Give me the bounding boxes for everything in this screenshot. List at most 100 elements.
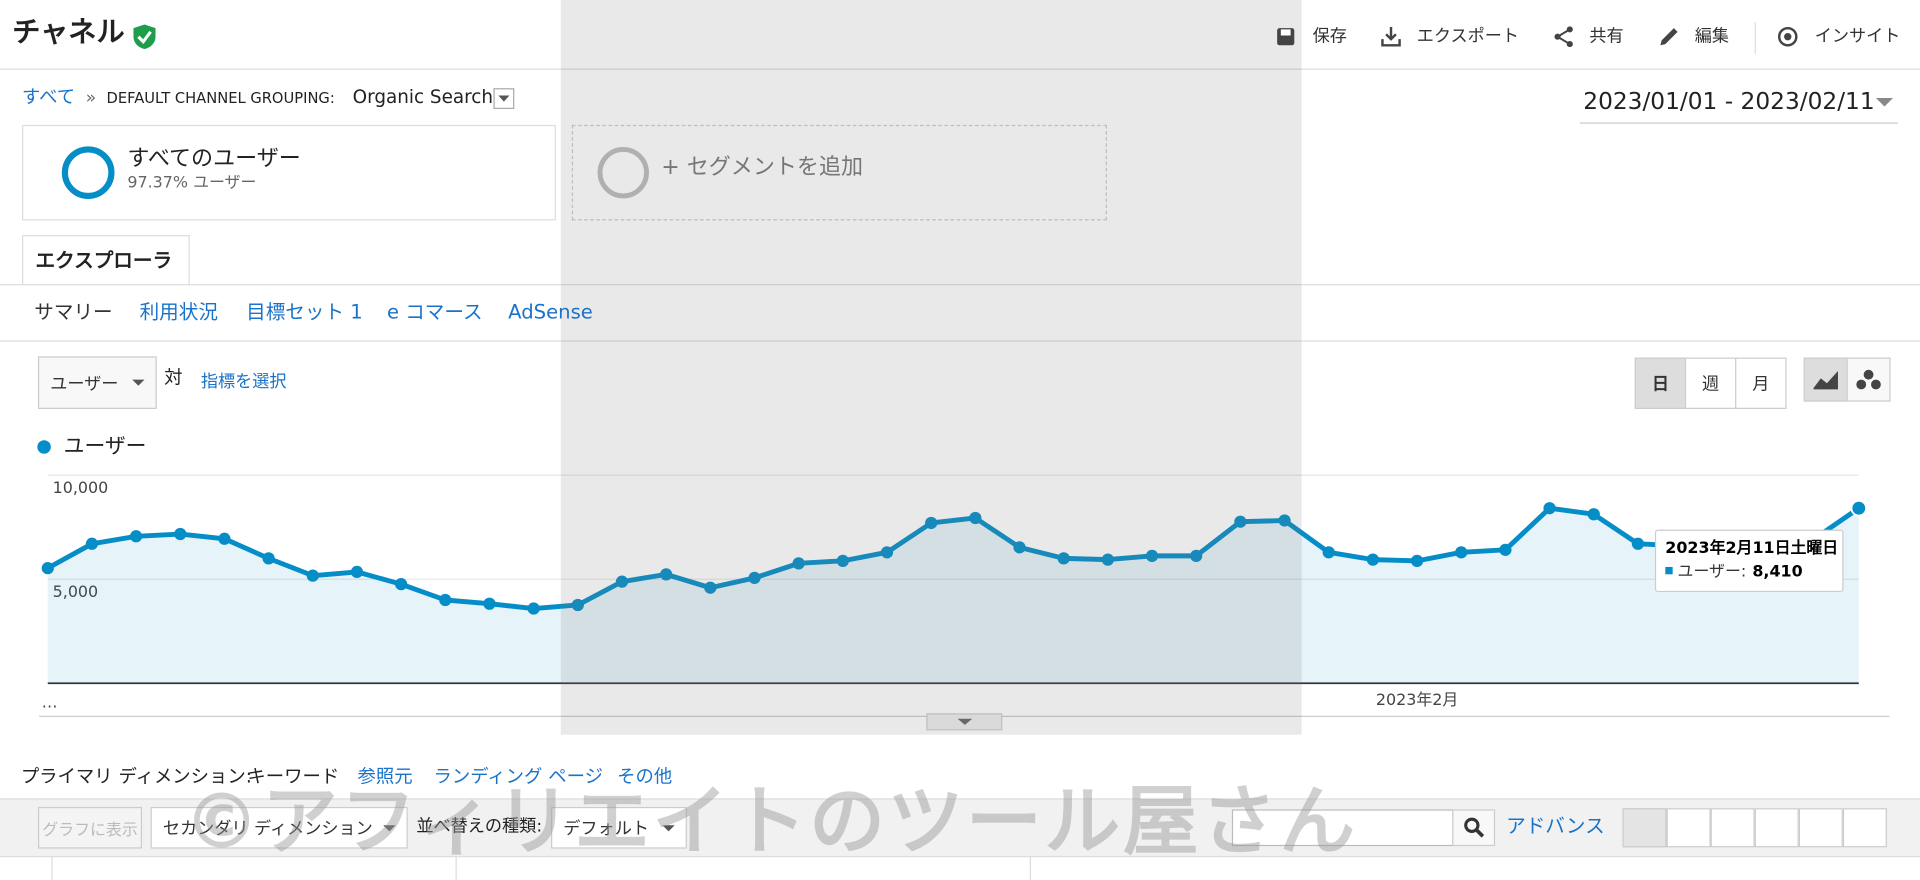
point xyxy=(1190,549,1203,562)
subtab[interactable]: AdSense xyxy=(508,300,593,324)
add-ring xyxy=(597,146,649,199)
dimension-option[interactable]: 参照元 xyxy=(357,765,413,788)
tooltip-date: 2023年2月11日土曜日 xyxy=(1665,538,1838,557)
divider xyxy=(0,284,1920,286)
point xyxy=(41,562,54,575)
icon xyxy=(1813,371,1838,390)
granularity-button[interactable]: 日 xyxy=(1634,357,1687,409)
legend-marker xyxy=(37,440,51,454)
y-tick-label: 10,000 xyxy=(53,478,109,497)
point xyxy=(1455,546,1468,559)
point xyxy=(1543,502,1556,515)
watermark-panel xyxy=(560,0,1302,735)
point xyxy=(1499,543,1512,556)
action-button[interactable]: 保存 xyxy=(1312,26,1347,47)
choose-metric[interactable]: 指標を選択 xyxy=(200,372,287,392)
action-icon xyxy=(1277,28,1295,46)
caret xyxy=(498,95,510,102)
dimension-option[interactable]: ランディング ページ xyxy=(433,765,603,788)
add-segment-label: + セグメントを追加 xyxy=(661,154,864,181)
caret xyxy=(132,379,145,386)
point xyxy=(704,581,717,594)
breadcrumb-dropdown[interactable] xyxy=(493,88,515,109)
point xyxy=(395,578,408,591)
point xyxy=(1366,553,1380,566)
point xyxy=(969,511,982,525)
column-line xyxy=(1029,857,1032,880)
action-icon xyxy=(1777,26,1798,47)
point xyxy=(85,537,99,550)
legend-label: ユーザー xyxy=(64,434,147,458)
point xyxy=(1057,552,1070,565)
watermark: ©アフィリエイトのツール屋さん xyxy=(183,776,1358,866)
breadcrumb-root[interactable]: すべて xyxy=(22,85,76,108)
point xyxy=(483,597,496,610)
point xyxy=(748,571,761,585)
plot-button[interactable]: グラフに表示 xyxy=(37,806,143,849)
point xyxy=(925,516,938,530)
granularity-button[interactable]: 週 xyxy=(1684,357,1737,409)
caret xyxy=(383,825,396,832)
separator xyxy=(1754,22,1756,54)
sort-dropdown[interactable]: デフォルト xyxy=(551,806,687,849)
point xyxy=(1587,508,1600,521)
add-segment[interactable]: + セグメントを追加 xyxy=(571,124,1107,221)
motion-chart-button[interactable] xyxy=(1846,357,1891,402)
view-button[interactable] xyxy=(1798,808,1843,848)
point xyxy=(1850,499,1868,517)
point xyxy=(1631,537,1645,550)
point xyxy=(439,593,452,607)
action-button[interactable]: 共有 xyxy=(1589,26,1624,47)
segment-ring xyxy=(61,146,115,199)
icon xyxy=(1463,817,1484,838)
search-input[interactable] xyxy=(1231,809,1454,847)
subtab[interactable]: e コマース xyxy=(386,300,483,324)
point xyxy=(792,557,805,570)
advanced-link[interactable]: アドバンス xyxy=(1506,814,1605,838)
view-button[interactable] xyxy=(1666,808,1711,848)
area xyxy=(47,508,1859,684)
segment-card[interactable]: すべてのユーザー 97.37% ユーザー xyxy=(22,124,556,221)
point xyxy=(218,532,231,545)
point xyxy=(660,568,673,581)
point xyxy=(1234,515,1247,528)
action-button[interactable]: インサイト xyxy=(1814,26,1901,47)
x-tick-label: … xyxy=(42,692,58,711)
point xyxy=(306,569,319,582)
granularity-button[interactable]: 月 xyxy=(1735,357,1787,409)
tooltip xyxy=(1654,529,1844,593)
icon xyxy=(1856,369,1881,390)
dimension-label: プライマリ ディメンション: xyxy=(20,765,252,788)
tab[interactable]: エクスプローラ xyxy=(22,235,190,286)
point xyxy=(1410,554,1424,567)
action-icon xyxy=(1660,28,1678,46)
action-button[interactable]: エクスポート xyxy=(1416,26,1520,47)
point xyxy=(1145,549,1159,562)
dimension-option[interactable]: その他 xyxy=(617,765,673,788)
subtab[interactable]: 目標セット 1 xyxy=(246,300,363,324)
point xyxy=(350,565,364,579)
date-range[interactable]: 2023/01/01 - 2023/02/11 xyxy=(1583,88,1875,116)
point xyxy=(615,575,629,588)
point xyxy=(571,598,584,612)
metric-dropdown[interactable]: ユーザー xyxy=(37,356,157,409)
search-button[interactable] xyxy=(1452,809,1496,847)
view-button[interactable] xyxy=(1622,808,1667,848)
breadcrumb-separator: » xyxy=(85,88,97,108)
action-button[interactable]: 編集 xyxy=(1694,26,1729,47)
x-tick-label: 2023年2月 xyxy=(1376,690,1458,709)
dimension-selected: キーワード xyxy=(247,765,340,788)
view-button[interactable] xyxy=(1842,808,1887,848)
view-button[interactable] xyxy=(1710,808,1755,848)
view-button[interactable] xyxy=(1754,808,1799,848)
sort-label: 並べ替えの種類: xyxy=(416,816,543,837)
subtab[interactable]: サマリー xyxy=(34,300,113,324)
action-icon xyxy=(1554,26,1573,48)
metric-label: ユーザー xyxy=(50,374,119,394)
secondary-dimension[interactable]: セカンダリ ディメンション xyxy=(150,806,408,849)
line xyxy=(46,505,1861,611)
subtab[interactable]: 利用状況 xyxy=(139,300,218,324)
tooltip-series: ユーザー: xyxy=(1678,561,1747,580)
